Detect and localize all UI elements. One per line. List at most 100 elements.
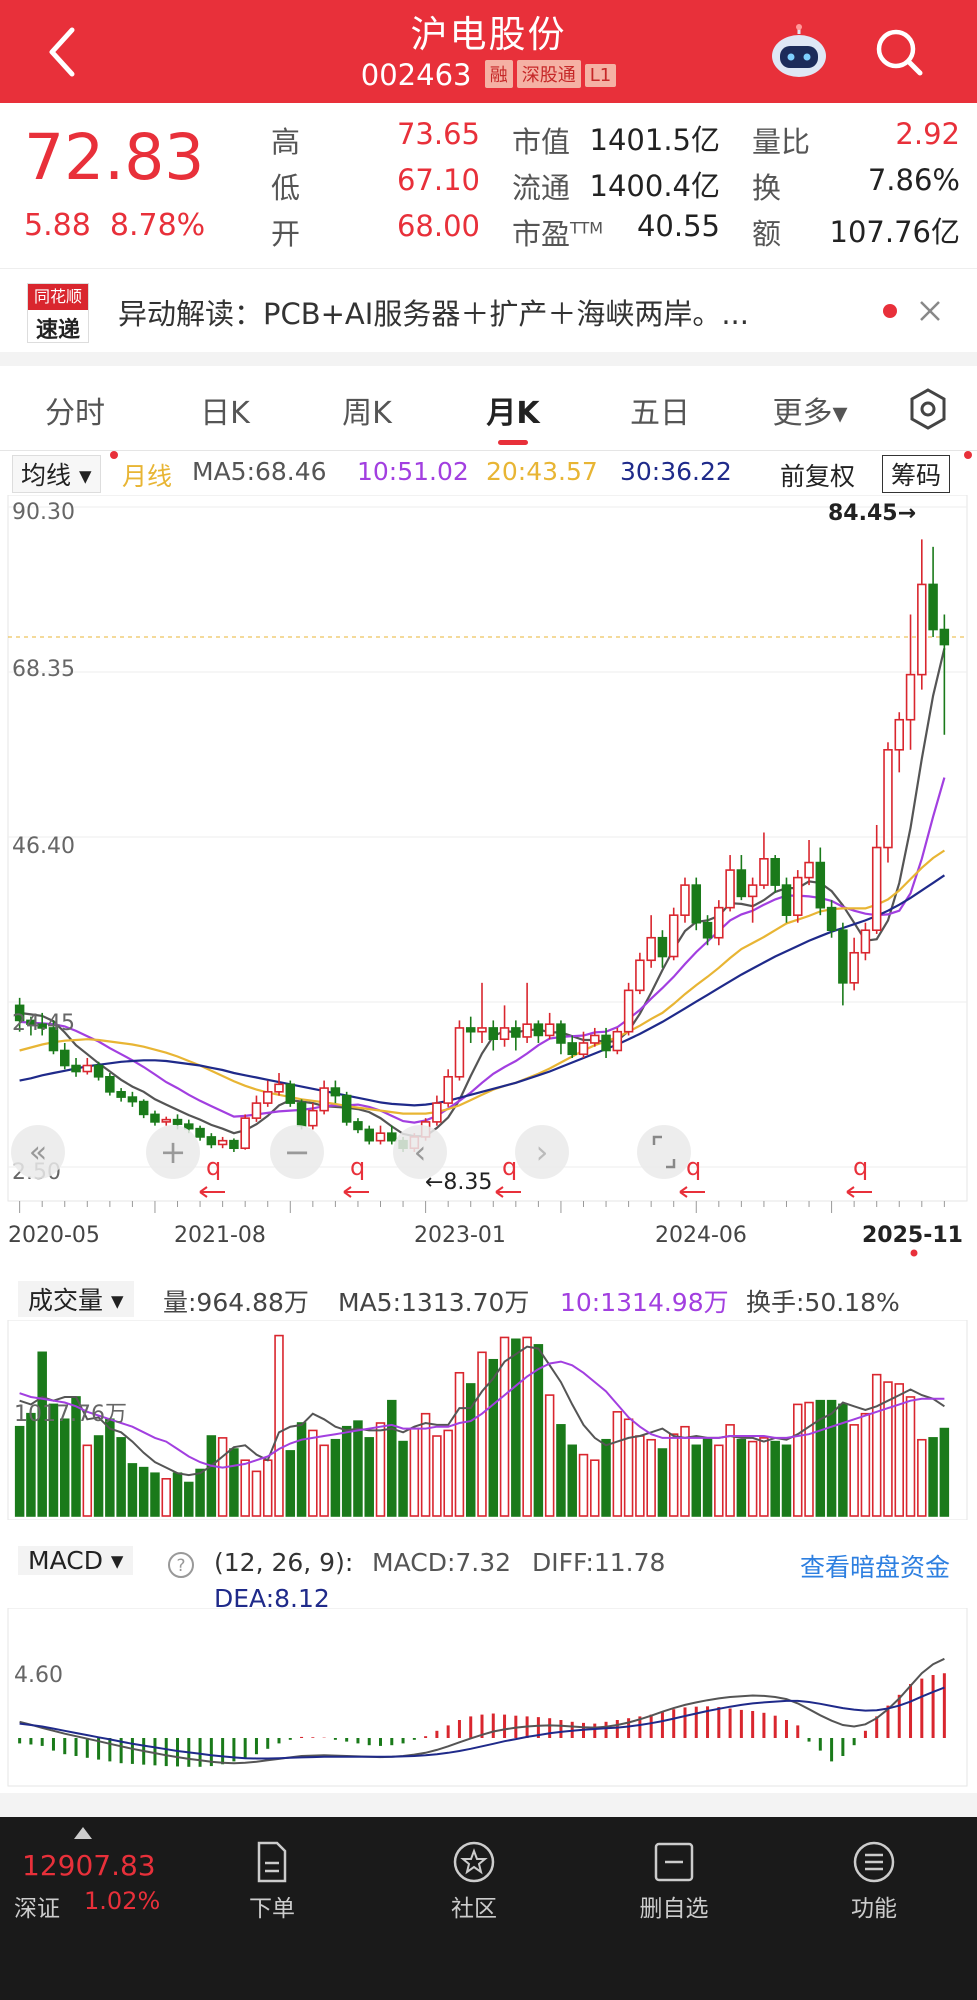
scroll-right-button[interactable]	[515, 1125, 569, 1179]
ma30-value: 30:36.22	[620, 457, 732, 486]
volume-bar	[804, 1401, 814, 1517]
candle-body	[736, 869, 747, 898]
ma-line-ma10	[19, 777, 946, 1124]
tab-intraday[interactable]: 分时	[45, 396, 105, 431]
help-icon[interactable]: ?	[166, 1550, 196, 1580]
candle-body	[533, 1023, 544, 1037]
order-doc-icon	[257, 1841, 287, 1883]
volume-bar	[905, 1396, 916, 1517]
macd-selector[interactable]: MACD ▾	[18, 1546, 134, 1575]
volume-bar	[341, 1425, 352, 1517]
functions-button[interactable]: 功能	[814, 1829, 934, 1923]
volume-bar	[14, 1425, 25, 1517]
candle-body	[635, 959, 645, 992]
indicator-selector[interactable]: 均线 ▾	[12, 455, 101, 493]
adjust-mode[interactable]: 前复权	[780, 462, 856, 491]
event-marker-1[interactable]: q	[206, 1153, 221, 1181]
volume-bar	[37, 1351, 47, 1517]
rewind-button[interactable]	[11, 1125, 65, 1179]
volume-bar	[262, 1459, 273, 1517]
candle-body	[623, 989, 634, 1033]
volume-bar	[364, 1437, 374, 1517]
close-icon[interactable]	[918, 299, 942, 323]
ma-legend: 均线 ▾ 月线 MA5:68.46 10:51.02 20:43.57 30:3…	[0, 450, 977, 495]
tab-monthly-k[interactable]: 月K	[486, 396, 540, 431]
float-label: 流通	[512, 171, 571, 205]
pe-label: 市盈TTM	[512, 217, 604, 251]
stock-code-line: 002463 融深股通 L1	[0, 58, 977, 92]
order-button[interactable]: 下单	[212, 1829, 332, 1923]
tag-connect: 深股通	[516, 60, 581, 88]
volume-bar	[894, 1383, 905, 1517]
candle-body	[353, 1121, 363, 1131]
volume-bar	[319, 1444, 329, 1517]
search-icon[interactable]	[872, 24, 926, 80]
tab-weekly-k[interactable]: 周K	[342, 396, 392, 431]
candle-body	[939, 628, 950, 646]
open-value: 68.00	[396, 209, 480, 243]
robot-assistant-icon[interactable]	[768, 24, 830, 80]
float-value: 1400.4亿	[589, 169, 720, 203]
candle-body	[341, 1094, 352, 1123]
volume-bar	[432, 1435, 442, 1517]
index-value[interactable]: 12907.83	[22, 1849, 156, 1882]
volume-bar	[195, 1468, 205, 1517]
candle-body	[860, 929, 871, 954]
macd-chart[interactable]: 4.60	[0, 1608, 977, 1788]
volume-chart[interactable]: 1017.76万	[0, 1320, 977, 1520]
candle-body	[296, 1102, 307, 1127]
index-up-arrow-icon	[74, 1827, 92, 1839]
volume-bar	[296, 1422, 307, 1517]
chevron-left-icon: ‹	[414, 1133, 427, 1171]
tab-five-day[interactable]: 五日	[630, 396, 690, 431]
functions-label: 功能	[851, 1896, 897, 1922]
zoom-out-button[interactable]	[270, 1125, 324, 1179]
volume-bar	[477, 1351, 487, 1517]
fullscreen-button[interactable]	[637, 1125, 691, 1179]
candle-body	[838, 929, 848, 984]
candle-body	[646, 936, 656, 962]
candle-body	[330, 1087, 341, 1097]
volume-bar	[533, 1344, 544, 1517]
candle-body	[184, 1123, 194, 1130]
community-button[interactable]: 社区	[414, 1829, 534, 1923]
volume-selector[interactable]: 成交量 ▾	[18, 1281, 134, 1317]
news-text[interactable]: 异动解读：PCB+AI服务器＋扩产＋海峡两岸。...	[118, 297, 749, 331]
remove-watchlist-button[interactable]: 删自选	[614, 1829, 734, 1923]
volume-bar	[770, 1440, 780, 1517]
chips-button[interactable]: 筹码	[882, 455, 951, 493]
tab-more[interactable]: 更多▾	[772, 396, 848, 431]
dark-pool-link[interactable]: 查看暗盘资金	[800, 1553, 951, 1582]
kline-chart[interactable]: 90.30 68.35 46.40 24.45 2.50 84.45→ ←8.3…	[0, 495, 977, 1275]
volume-bar	[353, 1420, 363, 1517]
zoom-in-icon: +	[160, 1133, 187, 1171]
back-icon[interactable]	[40, 22, 90, 82]
volume-bar	[127, 1463, 138, 1517]
diff-value: DIFF:11.78	[532, 1548, 666, 1577]
volume-bar	[150, 1472, 160, 1517]
volume-bar	[488, 1358, 499, 1517]
volume-bar	[172, 1472, 183, 1517]
news-banner[interactable]: 同花顺 速递 异动解读：PCB+AI服务器＋扩产＋海峡两岸。...	[0, 268, 977, 352]
settings-hexagon-icon[interactable]	[905, 386, 951, 432]
volume-ma10: 10:1314.98万	[560, 1288, 729, 1317]
event-marker-2[interactable]: q	[350, 1153, 365, 1181]
price-label-top: 90.30	[12, 500, 75, 525]
scroll-left-button[interactable]	[393, 1125, 447, 1179]
volume-bar	[375, 1422, 386, 1517]
volume-bar	[849, 1424, 859, 1517]
ma-period-type: 月线	[122, 462, 173, 491]
event-marker-3[interactable]: q	[502, 1153, 517, 1181]
candle-body	[871, 846, 882, 932]
candle-body	[612, 1030, 623, 1052]
date-label-3: 2023-01	[414, 1223, 506, 1248]
event-marker-4[interactable]: q	[686, 1153, 701, 1181]
amount-value: 107.76亿	[829, 215, 960, 249]
tab-daily-k[interactable]: 日K	[200, 396, 250, 431]
zoom-in-button[interactable]	[146, 1125, 200, 1179]
event-marker-5[interactable]: q	[853, 1153, 868, 1181]
indicator-dot-icon	[110, 451, 118, 459]
date-label-4: 2024-06	[655, 1223, 747, 1248]
candle-body	[928, 583, 938, 631]
candle-body	[59, 1049, 70, 1067]
